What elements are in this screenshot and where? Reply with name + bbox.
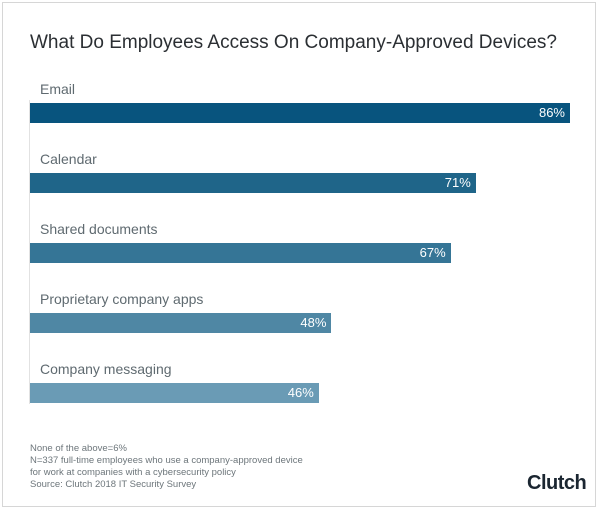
footnote-sample-cont: for work at companies with a cybersecuri… [30,467,236,478]
bar: 71% [30,173,476,193]
chart-title: What Do Employees Access On Company-Appr… [30,32,557,53]
data-label: 86% [538,105,565,120]
clutch-logo: Clutch [527,472,587,494]
bar: 86% [30,103,570,123]
y-axis-line [29,100,30,404]
data-label: 67% [419,245,446,260]
category-label: Proprietary company apps [40,291,204,307]
data-label: 46% [287,385,314,400]
category-label: Shared documents [40,221,158,237]
category-label: Email [40,81,76,97]
data-label: 71% [444,175,471,190]
category-label: Calendar [40,151,97,167]
footnote-source: Source: Clutch 2018 IT Security Survey [30,479,197,490]
data-label: 48% [300,315,327,330]
footnotes: None of the above=6% N=337 full-time emp… [30,443,303,491]
bar: 67% [30,243,451,263]
chart-frame [2,2,596,507]
footnote-none: None of the above=6% [30,443,127,454]
bar: 48% [30,313,332,333]
bar: 46% [30,383,319,403]
footnote-sample: N=337 full-time employees who use a comp… [30,455,303,466]
category-label: Company messaging [40,361,172,377]
